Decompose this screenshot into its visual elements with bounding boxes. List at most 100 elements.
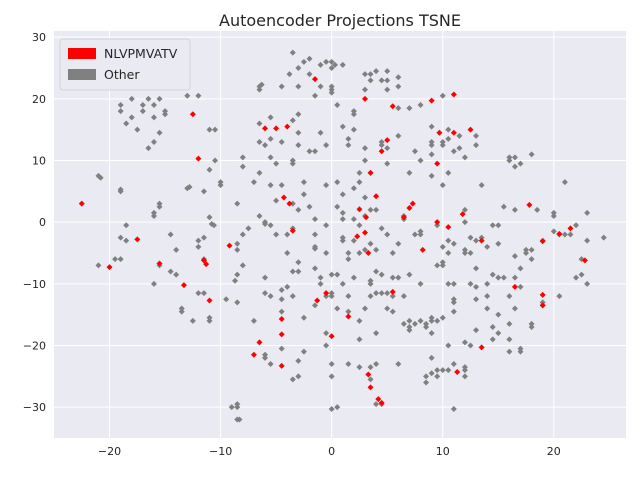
data-point: [439, 139, 446, 145]
data-point: [467, 280, 474, 287]
data-point: [206, 126, 213, 133]
data-point: [262, 125, 269, 132]
data-point: [445, 280, 452, 287]
x-tick-label: 20: [547, 445, 561, 458]
data-point: [550, 213, 557, 219]
data-point: [267, 222, 274, 229]
data-point: [345, 256, 352, 263]
data-point: [445, 126, 452, 133]
legend: NLVPMVATV Other: [59, 38, 191, 91]
data-point: [180, 282, 187, 289]
data-point: [411, 231, 418, 238]
data-point: [367, 277, 374, 284]
data-point: [345, 361, 352, 367]
data-point: [367, 364, 374, 371]
data-point: [395, 240, 402, 247]
data-point: [495, 274, 502, 281]
data-point: [528, 320, 535, 327]
data-point: [339, 123, 346, 130]
data-point: [334, 203, 341, 210]
data-point: [295, 206, 302, 213]
data-point: [289, 227, 296, 234]
data-point: [445, 367, 452, 374]
data-point: [284, 123, 291, 130]
data-point: [423, 373, 430, 380]
data-point: [428, 314, 435, 321]
data-point: [534, 206, 541, 213]
data-point: [354, 233, 361, 240]
data-point: [256, 86, 263, 93]
data-point: [339, 61, 346, 68]
data-point: [278, 315, 285, 322]
data-point: [567, 225, 574, 232]
data-point: [156, 95, 163, 102]
data-point: [495, 222, 502, 229]
data-point: [478, 237, 485, 244]
data-point: [511, 154, 518, 161]
data-point: [186, 184, 193, 191]
data-point: [365, 371, 372, 378]
data-point: [389, 308, 396, 315]
data-point: [361, 194, 368, 201]
data-point: [339, 280, 346, 287]
data-point: [361, 86, 368, 93]
legend-label: NLVPMVATV: [104, 46, 178, 61]
data-point: [495, 311, 502, 318]
data-point: [384, 231, 391, 238]
data-point: [406, 327, 413, 334]
series-nlvpmvatv: [78, 76, 588, 406]
data-point: [406, 271, 413, 278]
data-point: [395, 361, 402, 367]
data-point: [200, 188, 207, 195]
data-point: [406, 105, 413, 112]
data-point: [314, 297, 321, 304]
data-point: [195, 243, 202, 250]
data-point: [350, 274, 357, 281]
data-point: [511, 283, 518, 290]
data-point: [528, 246, 535, 253]
data-point: [550, 209, 557, 216]
data-point: [78, 200, 85, 207]
data-point: [328, 58, 335, 65]
data-point: [328, 290, 335, 297]
data-point: [350, 108, 357, 115]
data-point: [178, 305, 185, 312]
data-point: [350, 126, 357, 133]
data-point: [317, 129, 324, 136]
data-point: [395, 132, 402, 139]
x-tick-label: 0: [328, 445, 335, 458]
data-point: [195, 290, 202, 297]
data-point: [212, 126, 219, 133]
data-point: [339, 234, 346, 241]
data-point: [317, 280, 324, 287]
data-point: [378, 271, 385, 278]
data-point: [267, 154, 274, 161]
data-point: [289, 160, 296, 167]
data-point: [461, 364, 468, 371]
data-point: [189, 317, 196, 324]
data-point: [428, 151, 435, 158]
data-point: [356, 206, 363, 213]
x-tick-label: 10: [436, 445, 450, 458]
data-point: [417, 102, 424, 108]
data-point: [428, 354, 435, 361]
data-point: [250, 351, 257, 358]
data-point: [395, 274, 402, 281]
data-point: [561, 231, 568, 238]
data-point: [334, 404, 341, 411]
y-tick-label: 20: [32, 93, 46, 106]
data-point: [278, 345, 285, 352]
data-point: [456, 132, 463, 139]
data-point: [406, 204, 413, 211]
data-point: [156, 203, 163, 210]
data-point: [434, 367, 441, 374]
data-point: [367, 206, 374, 213]
data-point: [506, 336, 513, 343]
data-point: [439, 142, 446, 149]
data-point: [434, 373, 441, 380]
data-point: [395, 74, 402, 81]
data-point: [367, 376, 374, 383]
data-point: [278, 296, 285, 303]
data-point: [134, 126, 141, 133]
data-point: [517, 160, 524, 167]
